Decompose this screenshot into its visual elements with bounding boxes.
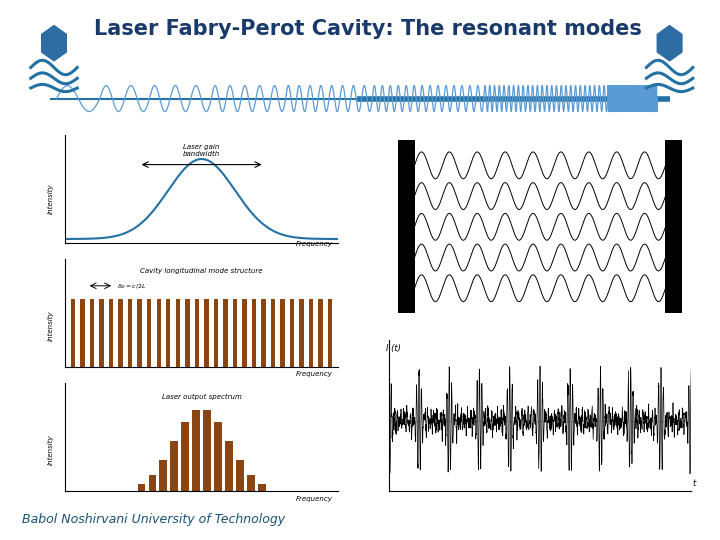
Bar: [223, 299, 228, 367]
Bar: [166, 299, 171, 367]
Bar: [176, 299, 180, 367]
Bar: [214, 422, 222, 491]
Bar: [236, 460, 244, 491]
Text: Frequency: Frequency: [296, 372, 333, 377]
Bar: [81, 299, 85, 367]
Bar: [128, 299, 132, 367]
Text: Frequency: Frequency: [296, 241, 333, 247]
Bar: [233, 299, 237, 367]
Bar: [204, 299, 209, 367]
Bar: [300, 299, 304, 367]
Bar: [280, 299, 284, 367]
Text: Babol Noshirvani University of Technology: Babol Noshirvani University of Technolog…: [22, 514, 284, 526]
Bar: [398, 140, 415, 313]
Bar: [90, 299, 94, 367]
Text: Intensity: Intensity: [48, 435, 54, 465]
Text: Cavity longitudinal mode structure: Cavity longitudinal mode structure: [140, 268, 263, 274]
Bar: [119, 299, 123, 367]
Bar: [109, 299, 113, 367]
Bar: [159, 460, 167, 491]
Text: I (t): I (t): [386, 343, 400, 353]
Text: Frequency: Frequency: [296, 496, 333, 502]
Bar: [171, 441, 178, 491]
Bar: [181, 422, 189, 491]
Text: $\delta\nu = c/2L$: $\delta\nu = c/2L$: [117, 282, 146, 290]
Bar: [156, 299, 161, 367]
Bar: [290, 299, 294, 367]
Bar: [71, 299, 75, 367]
Bar: [225, 441, 233, 491]
Bar: [252, 299, 256, 367]
Bar: [242, 299, 247, 367]
Bar: [328, 299, 333, 367]
Bar: [194, 299, 199, 367]
Bar: [203, 410, 211, 491]
Bar: [271, 299, 275, 367]
Bar: [99, 299, 104, 367]
Text: Laser output spectrum: Laser output spectrum: [162, 394, 241, 400]
Text: Intensity: Intensity: [48, 310, 54, 341]
Bar: [261, 299, 266, 367]
Bar: [665, 140, 682, 313]
Text: Laser gain
bandwidth: Laser gain bandwidth: [183, 144, 220, 157]
Bar: [214, 299, 218, 367]
Bar: [148, 475, 156, 491]
Text: Intensity: Intensity: [48, 184, 54, 214]
Bar: [258, 484, 266, 491]
Text: t: t: [693, 479, 696, 488]
Bar: [185, 299, 189, 367]
Bar: [309, 299, 313, 367]
Bar: [318, 299, 323, 367]
Bar: [138, 484, 145, 491]
Text: Laser Fabry-Perot Cavity: The resonant modes: Laser Fabry-Perot Cavity: The resonant m…: [94, 19, 642, 39]
Bar: [247, 475, 255, 491]
Bar: [192, 410, 200, 491]
Bar: [138, 299, 142, 367]
Bar: [147, 299, 151, 367]
